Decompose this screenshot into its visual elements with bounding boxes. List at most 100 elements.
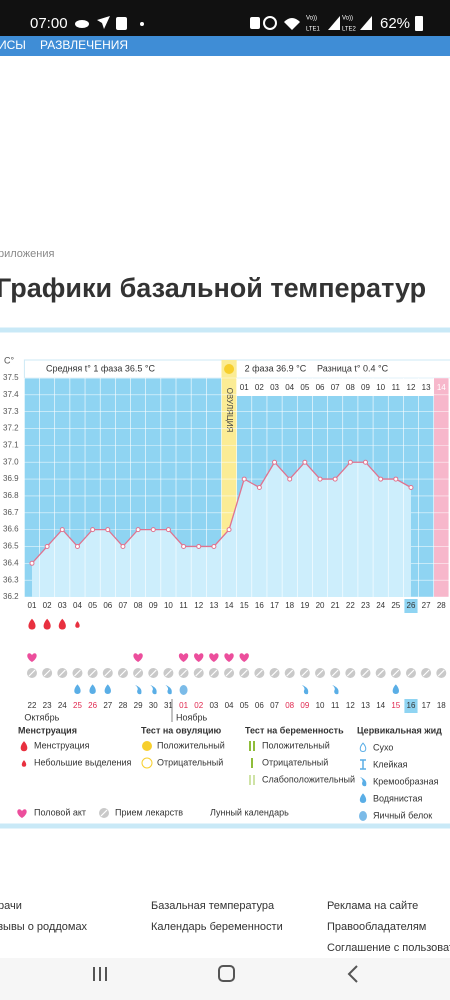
date-label: 01 (179, 701, 188, 710)
phase1-label: Средняя t° 1 фаза 36.5 °C (46, 363, 155, 373)
footer-link[interactable]: рачи (0, 900, 22, 912)
footer-link[interactable]: Соглашение с пользовате (327, 942, 450, 954)
phase2-label: 2 фаза 36.9 °C (245, 363, 307, 373)
x-tick-label: 17 (270, 601, 279, 610)
pill-line (89, 669, 97, 677)
cervical-icon (301, 685, 309, 695)
phase2-day: 06 (316, 383, 325, 392)
pill-line (195, 669, 203, 677)
phase2-day: 08 (346, 383, 355, 392)
date-label: 03 (209, 701, 218, 710)
legend-title: Менструация (18, 725, 77, 735)
cervical-icon (104, 684, 111, 694)
footer-link[interactable]: Реклама на сайте (327, 900, 418, 912)
pill-line (301, 669, 309, 677)
menstruation-icon (43, 618, 51, 630)
phase2-day: 07 (331, 383, 340, 392)
footer-link[interactable]: Базальная температура (151, 900, 275, 912)
pill-line (225, 669, 233, 677)
y-tick-label: 37.3 (3, 407, 19, 416)
pill-line (286, 669, 294, 677)
pill-line (104, 669, 112, 677)
phase2-cell (237, 379, 252, 395)
y-tick-label: 37.2 (3, 424, 19, 433)
heading: Графики базальной температур (0, 273, 426, 303)
phase2-day: 05 (300, 383, 309, 392)
legend-item: Отрицательный (157, 757, 223, 767)
footer-link[interactable]: зывы о роддомах (0, 921, 88, 933)
menstruation-icon (75, 621, 80, 628)
sim1-label: Vo)) (306, 16, 317, 22)
point (287, 476, 293, 482)
legend-item: Менструация (34, 740, 90, 750)
pill-line (377, 669, 385, 677)
ovulation-icon (224, 364, 235, 374)
date-label: 31 (164, 701, 173, 710)
date-label: 09 (300, 701, 309, 710)
point (150, 527, 156, 533)
y-tick-label: 36.9 (3, 474, 19, 483)
pill-line (149, 669, 157, 677)
nav-link[interactable]: ИСЫ (0, 38, 26, 52)
pill-line (134, 669, 142, 677)
point (256, 485, 262, 490)
system-nav-icons[interactable] (93, 965, 358, 983)
cervical-icon (359, 742, 367, 753)
status-bar (0, 0, 450, 36)
point (105, 527, 111, 533)
phase2-cell (373, 379, 388, 395)
sim1: LTE1 (306, 27, 321, 33)
intercourse-icon (27, 653, 37, 662)
cervical-icon (150, 685, 157, 695)
footer-link[interactable]: Правообладателям (327, 921, 426, 933)
y-tick-label: 37.4 (3, 390, 19, 399)
breadcrumb[interactable]: риложения (0, 248, 54, 260)
nav-bar (0, 36, 450, 56)
pill-line (240, 669, 248, 677)
x-tick-label: 08 (134, 601, 143, 610)
y-tick-label: 37.0 (3, 457, 19, 466)
pill-line (119, 669, 127, 677)
cervical-icon (135, 685, 142, 695)
legend-item: Клейкая (373, 759, 408, 769)
clock: 07:00 (30, 15, 68, 32)
date-label: 27 (103, 701, 112, 710)
x-tick-label: 09 (149, 601, 158, 610)
y-tick-label: 36.6 (3, 525, 19, 534)
today-date-box (404, 699, 418, 713)
pill-line (271, 669, 278, 677)
y-tick-label: 37.5 (3, 373, 19, 382)
legend-item: Водянистая (373, 793, 422, 803)
point (196, 543, 202, 549)
point (90, 527, 96, 533)
x-tick-label: 06 (103, 601, 112, 610)
legend-icon (249, 775, 255, 785)
x-tick-label: 28 (437, 601, 446, 610)
date-label: 18 (437, 701, 446, 710)
legend-item: Лунный календарь (210, 807, 289, 817)
cervical-icon (74, 684, 81, 694)
x-tick-label: 02 (43, 601, 52, 610)
date-label: 28 (118, 701, 127, 710)
x-tick-label: 05 (88, 601, 97, 610)
y-tick-label: 37.1 (3, 440, 19, 449)
sim2-label: Vo)) (342, 16, 353, 22)
pill-line (331, 669, 339, 677)
point (44, 543, 50, 549)
phase2-cell (267, 379, 282, 395)
date-label: 16 (407, 701, 416, 710)
phase2-cell (403, 379, 419, 395)
x-tick-label: 21 (331, 601, 340, 610)
date-label: 11 (331, 701, 340, 710)
date-label: 30 (149, 701, 158, 710)
cervical-icon (179, 685, 188, 695)
pill-line (164, 669, 172, 677)
date-label: 25 (73, 701, 82, 710)
nav-link[interactable]: РАЗВЛЕЧЕНИЯ (40, 38, 128, 52)
footer-link[interactable]: Календарь беременности (151, 921, 283, 933)
date-label: 12 (346, 701, 355, 710)
intercourse-icon (239, 653, 249, 662)
point (226, 527, 232, 533)
pill-line (28, 669, 36, 677)
